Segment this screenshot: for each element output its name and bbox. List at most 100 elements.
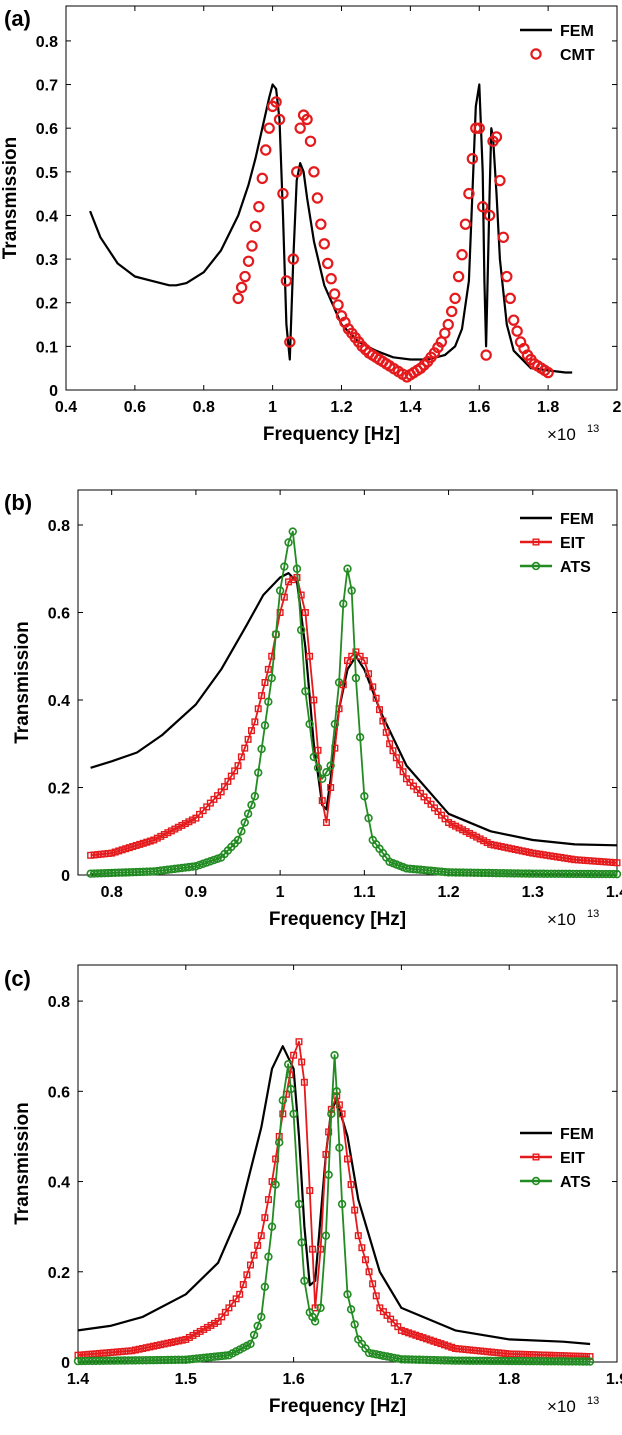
data-point [494,1349,502,1357]
data-point [420,793,428,801]
data-point [304,135,317,147]
data-point [193,1329,201,1337]
y-tick-label: 0.8 [36,34,58,51]
data-point [251,718,259,726]
data-point [574,856,582,864]
legend-marker [532,1153,540,1161]
data-point [111,848,119,856]
data-point [446,305,458,318]
data-point [260,144,272,156]
data-point [203,1323,211,1331]
data-point [476,835,484,843]
data-point [290,1051,298,1059]
data-point [543,851,551,859]
data-point [225,1304,233,1312]
data-point [213,854,222,863]
x-multiplier: ×10 [547,425,576,444]
data-point [483,839,491,847]
data-point [149,1342,157,1350]
data-point [546,852,554,860]
data-point [343,1290,352,1299]
data-point [358,1244,366,1252]
x-multiplier: ×10 [547,910,576,929]
data-point [324,1170,333,1179]
data-point [237,827,246,836]
y-axis-label: Transmission [12,621,33,744]
data-point [250,1251,258,1259]
data-point [311,192,324,204]
data-point [232,1295,240,1303]
data-point [87,851,95,859]
data-point [542,366,554,379]
data-point [399,768,407,776]
y-tick-label: 0.8 [48,518,70,535]
data-point [469,1346,477,1354]
data-point [287,253,299,265]
y-tick-label: 0.2 [48,1265,70,1282]
data-point [473,1347,481,1355]
data-point [470,122,482,134]
x-tick-label: 1.6 [282,1371,304,1388]
data-point [214,1317,222,1325]
data-point [318,797,326,805]
data-point [198,859,208,868]
data-point [483,209,496,222]
data-point [211,1319,219,1327]
data-point [234,762,242,770]
data-point [188,816,196,824]
data-point [270,96,282,108]
data-point [191,862,201,871]
data-point [263,122,275,134]
x-tick-label: 0.6 [124,399,146,416]
data-point [189,1331,197,1339]
chart-panel-2: 1.4 1.5 1.6 1.7 1.8 1.9 0 0.2 0.4 0.6 0.8 Frequency… [4,964,622,1417]
data-point [501,843,509,851]
data-point [462,1346,470,1354]
data-point [239,1281,247,1289]
legend-label: CMT [560,47,595,64]
data-point [328,288,341,300]
data-point [229,1299,237,1307]
data-point [513,1350,521,1358]
data-point [103,1349,111,1357]
data-point [221,1308,229,1316]
series-fem [77,1045,591,1346]
x-tick-label: 1.4 [606,884,622,901]
data-point [249,220,262,233]
data-point [504,844,512,852]
data-point [181,820,189,828]
data-point [476,201,489,213]
data-point [196,1327,204,1335]
data-point [484,1348,492,1356]
data-point [402,775,410,783]
x-tick-label: 0.9 [185,884,207,901]
data-point [129,843,137,851]
data-point [505,1350,513,1358]
legend-entry-fem: FEM [520,511,594,528]
data-point [462,828,470,836]
data-point [612,869,622,879]
data-point [280,562,289,571]
x-multiplier-exponent: 13 [587,908,599,920]
data-point [294,122,306,134]
data-point [286,1084,296,1094]
data-point [351,673,361,683]
data-point [602,858,610,866]
data-point [473,122,485,134]
data-point [218,1313,226,1321]
data-point [139,839,147,847]
data-point [253,1321,262,1331]
data-point [153,1341,161,1349]
data-point [264,1252,273,1261]
data-point [110,1348,118,1356]
data-point [260,721,270,730]
x-multiplier-exponent: 13 [587,1395,599,1407]
data-point [330,1051,339,1060]
data-point [99,1349,107,1357]
data-point [466,153,479,165]
data-point [469,831,477,839]
data-point [396,761,404,769]
data-point [386,740,394,748]
data-point [243,809,253,818]
data-point [509,1350,517,1358]
